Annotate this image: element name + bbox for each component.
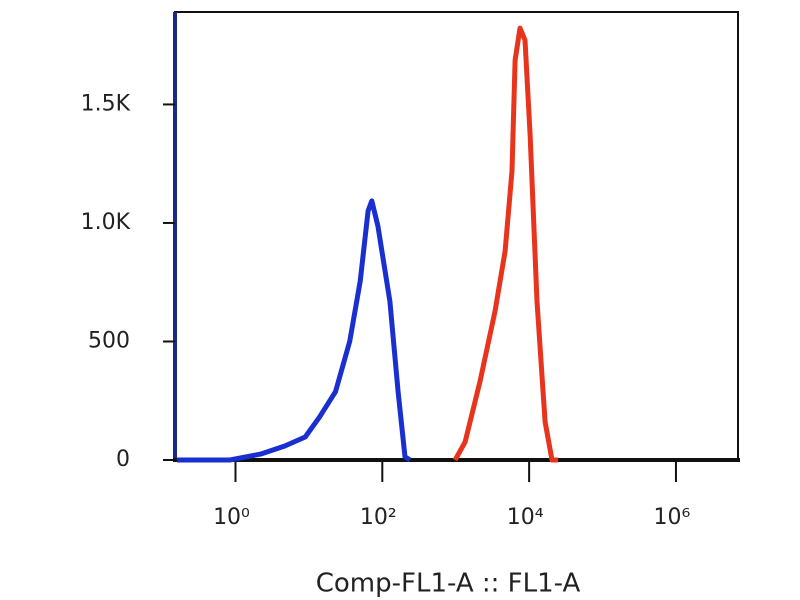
plot-frame [174, 11, 739, 461]
histogram-line [177, 198, 412, 463]
x-axis-title: Comp-FL1-A :: FL1-A [316, 569, 581, 599]
x-tick-label: 10⁴ [507, 505, 544, 530]
y-tick-label: 1.0K [81, 210, 131, 235]
x-tick-label: 10⁰ [213, 505, 250, 530]
y-tick-label: 0 [116, 447, 130, 472]
y-tick-label: 1.5K [81, 91, 131, 116]
y-tick-label: 500 [88, 328, 130, 353]
x-tick-label: 10⁶ [654, 505, 691, 530]
histogram-line [452, 25, 559, 463]
x-tick-label: 10² [360, 505, 397, 530]
